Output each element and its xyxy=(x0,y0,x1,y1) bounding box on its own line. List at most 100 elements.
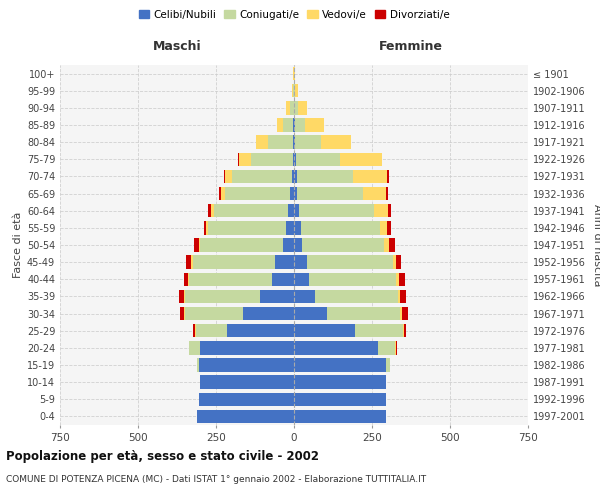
Bar xyxy=(294,204,299,218)
Bar xyxy=(185,307,242,320)
Bar xyxy=(224,170,226,183)
Bar xyxy=(383,238,389,252)
Bar xyxy=(293,136,294,149)
Bar xyxy=(355,324,403,338)
Bar xyxy=(219,187,221,200)
Bar xyxy=(388,204,391,218)
Bar xyxy=(327,307,400,320)
Bar xyxy=(297,170,353,183)
Bar xyxy=(286,221,294,234)
Bar xyxy=(190,341,200,354)
Bar xyxy=(296,152,340,166)
Bar xyxy=(320,136,351,149)
Bar xyxy=(225,187,290,200)
Bar xyxy=(211,204,214,218)
Bar xyxy=(301,221,380,234)
Bar xyxy=(194,238,199,252)
Bar xyxy=(403,324,404,338)
Bar xyxy=(239,152,251,166)
Bar xyxy=(251,152,293,166)
Bar xyxy=(227,324,294,338)
Bar xyxy=(294,341,378,354)
Bar xyxy=(275,256,294,269)
Text: COMUNE DI POTENZA PICENA (MC) - Dati ISTAT 1° gennaio 2002 - Elaborazione TUTTIT: COMUNE DI POTENZA PICENA (MC) - Dati IST… xyxy=(6,475,426,484)
Bar xyxy=(193,324,195,338)
Bar xyxy=(294,376,386,389)
Y-axis label: Anni di nascita: Anni di nascita xyxy=(592,204,600,286)
Bar xyxy=(206,221,208,234)
Bar xyxy=(315,290,398,303)
Bar xyxy=(298,101,307,114)
Bar xyxy=(184,290,185,303)
Bar xyxy=(200,376,294,389)
Bar xyxy=(293,84,294,98)
Bar xyxy=(203,221,206,234)
Bar xyxy=(386,187,388,200)
Bar xyxy=(260,290,294,303)
Bar xyxy=(214,204,289,218)
Bar xyxy=(180,307,184,320)
Bar xyxy=(295,84,298,98)
Bar xyxy=(386,358,390,372)
Bar xyxy=(396,341,397,354)
Bar xyxy=(272,272,294,286)
Bar xyxy=(199,238,200,252)
Bar xyxy=(286,101,290,114)
Bar xyxy=(294,256,307,269)
Bar xyxy=(289,204,294,218)
Bar xyxy=(294,136,295,149)
Text: Popolazione per età, sesso e stato civile - 2002: Popolazione per età, sesso e stato civil… xyxy=(6,450,319,463)
Legend: Celibi/Nubili, Coniugati/e, Vedovi/e, Divorziati/e: Celibi/Nubili, Coniugati/e, Vedovi/e, Di… xyxy=(134,6,454,24)
Bar xyxy=(193,256,275,269)
Bar xyxy=(307,256,393,269)
Bar xyxy=(292,84,293,98)
Bar xyxy=(404,324,406,338)
Bar xyxy=(340,152,382,166)
Bar xyxy=(393,256,396,269)
Bar xyxy=(387,170,389,183)
Text: Maschi: Maschi xyxy=(152,40,202,53)
Bar xyxy=(295,118,305,132)
Bar xyxy=(208,221,286,234)
Bar xyxy=(305,118,324,132)
Bar xyxy=(199,358,294,372)
Bar xyxy=(294,324,355,338)
Bar xyxy=(189,341,190,354)
Bar xyxy=(380,221,387,234)
Bar xyxy=(293,118,294,132)
Bar xyxy=(400,290,406,303)
Bar xyxy=(196,324,227,338)
Bar xyxy=(242,307,294,320)
Bar xyxy=(256,136,268,149)
Bar xyxy=(298,187,363,200)
Bar xyxy=(294,392,386,406)
Bar xyxy=(294,118,295,132)
Bar xyxy=(363,187,386,200)
Bar xyxy=(188,272,190,286)
Bar xyxy=(294,358,386,372)
Bar xyxy=(200,341,294,354)
Bar xyxy=(295,101,298,114)
Bar xyxy=(353,170,387,183)
Bar xyxy=(387,221,391,234)
Bar xyxy=(400,307,402,320)
Bar xyxy=(294,307,327,320)
Bar xyxy=(294,84,295,98)
Bar xyxy=(378,341,395,354)
Bar xyxy=(277,118,283,132)
Bar xyxy=(221,187,225,200)
Bar xyxy=(283,118,293,132)
Bar xyxy=(290,101,293,114)
Bar xyxy=(396,256,401,269)
Bar xyxy=(185,290,260,303)
Bar xyxy=(232,170,292,183)
Bar xyxy=(187,256,191,269)
Bar xyxy=(374,204,388,218)
Bar xyxy=(208,204,211,218)
Text: Femmine: Femmine xyxy=(379,40,443,53)
Bar xyxy=(399,272,406,286)
Bar xyxy=(197,410,294,423)
Bar xyxy=(294,187,298,200)
Bar xyxy=(226,170,232,183)
Bar xyxy=(397,272,399,286)
